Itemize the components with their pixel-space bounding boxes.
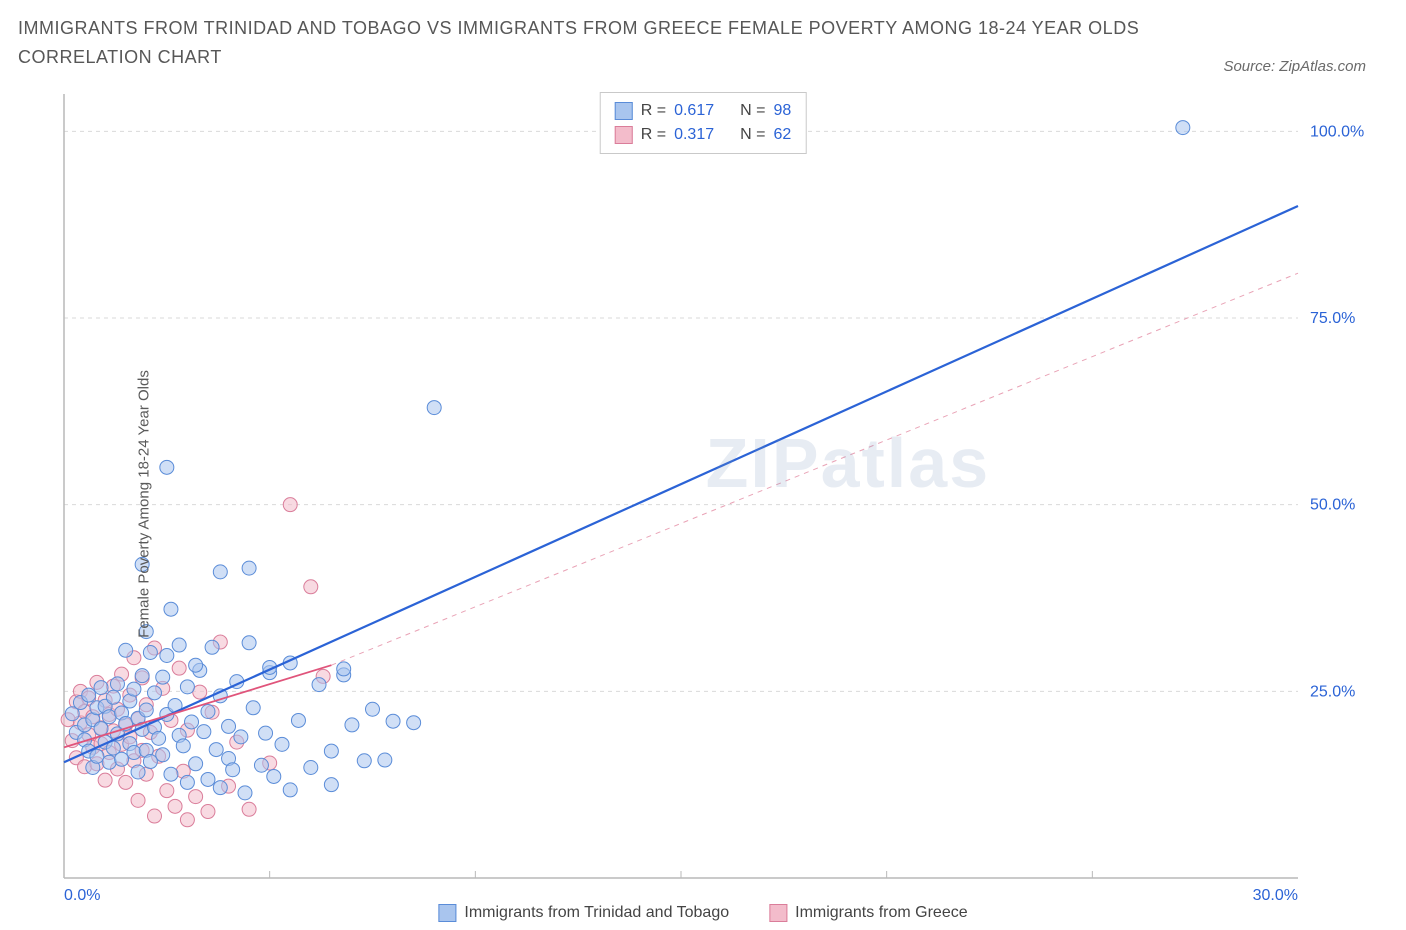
series-legend: Immigrants from Trinidad and Tobago Immig… (438, 904, 967, 922)
legend-swatch (615, 102, 633, 120)
series-legend-label: Immigrants from Greece (795, 904, 967, 922)
legend-swatch (769, 904, 787, 922)
series-legend-label: Immigrants from Trinidad and Tobago (464, 904, 729, 922)
legend-r-value: 0.617 (674, 99, 714, 123)
legend-n-label: N = (740, 99, 765, 123)
svg-text:75.0%: 75.0% (1310, 310, 1355, 327)
y-axis-label: Female Poverty Among 18-24 Year Olds (135, 370, 152, 638)
svg-text:30.0%: 30.0% (1253, 887, 1298, 904)
legend-swatch (615, 126, 633, 144)
legend-n-value: 62 (773, 123, 791, 147)
stats-legend-row: R = 0.317 N = 62 (615, 123, 792, 147)
legend-r-label: R = (641, 123, 666, 147)
legend-swatch (438, 904, 456, 922)
legend-n-label: N = (740, 123, 765, 147)
series-legend-item: Immigrants from Greece (769, 904, 967, 922)
scatter-plot: 25.0% 50.0% 75.0% 100.0% 0.0% 30.0% (18, 88, 1388, 920)
svg-text:0.0%: 0.0% (64, 887, 100, 904)
svg-text:100.0%: 100.0% (1310, 123, 1364, 140)
svg-text:50.0%: 50.0% (1310, 497, 1355, 514)
stats-legend: R = 0.617 N = 98 R = 0.317 N = 62 (600, 92, 807, 154)
chart-container: Female Poverty Among 18-24 Year Olds 25.… (18, 88, 1388, 920)
source-attribution: Source: ZipAtlas.com (1223, 58, 1366, 75)
stats-legend-row: R = 0.617 N = 98 (615, 99, 792, 123)
legend-r-value: 0.317 (674, 123, 714, 147)
title-line-1: IMMIGRANTS FROM TRINIDAD AND TOBAGO VS I… (18, 14, 1388, 43)
svg-text:25.0%: 25.0% (1310, 683, 1355, 700)
chart-title-block: IMMIGRANTS FROM TRINIDAD AND TOBAGO VS I… (0, 0, 1406, 72)
legend-r-label: R = (641, 99, 666, 123)
series-legend-item: Immigrants from Trinidad and Tobago (438, 904, 729, 922)
legend-n-value: 98 (773, 99, 791, 123)
title-line-2: CORRELATION CHART (18, 43, 1388, 72)
